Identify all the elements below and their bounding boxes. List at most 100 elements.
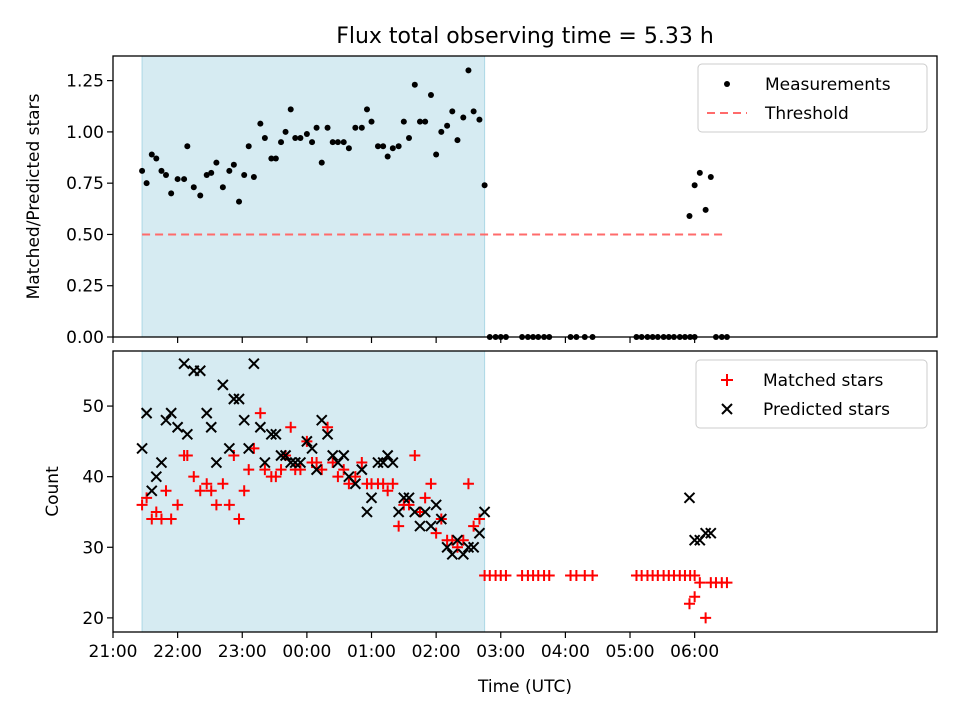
measurement-point <box>318 159 325 166</box>
predicted-star-points <box>136 358 717 561</box>
measurement-point <box>168 190 175 197</box>
predicted-star-point <box>316 414 328 426</box>
measurement-point <box>374 143 381 150</box>
y-tick-label: 1.25 <box>66 72 104 92</box>
y-tick-label: 40 <box>82 468 104 488</box>
matched-star-point <box>414 506 426 518</box>
y-tick-label: 1.00 <box>66 123 104 143</box>
predicted-star-point <box>194 365 206 377</box>
matched-star-point <box>382 485 394 497</box>
measurement-point <box>174 176 181 183</box>
count-y-axis-label: Count <box>43 466 63 517</box>
predicted-star-point <box>259 456 271 469</box>
matched-star-point <box>349 471 361 483</box>
predicted-star-point <box>356 463 368 476</box>
predicted-star-point <box>275 449 287 462</box>
matched-star-point <box>683 598 695 610</box>
predicted-star-point <box>372 456 384 469</box>
y-tick-label: 0.75 <box>66 174 104 194</box>
matched-star-point <box>500 570 512 582</box>
matched-star-point <box>181 449 193 461</box>
predicted-star-point <box>478 506 491 518</box>
measurement-point <box>261 135 268 142</box>
predicted-star-point <box>457 548 469 561</box>
predicted-star-point <box>279 449 292 462</box>
predicted-star-point <box>473 527 486 539</box>
matched-star-point <box>473 513 485 525</box>
measurement-point <box>368 118 375 125</box>
matched-star-point <box>446 534 458 546</box>
matched-star-point <box>275 464 287 476</box>
y-tick-label: 50 <box>82 397 104 417</box>
matched-star-point <box>343 478 355 490</box>
matched-star-point <box>238 485 250 497</box>
predicted-star-point <box>171 421 184 433</box>
matched-star-point <box>136 499 148 511</box>
measurement-point <box>148 151 155 158</box>
measurement-point <box>292 135 299 142</box>
measurement-point <box>213 159 220 166</box>
legend-measurements-label: Measurements <box>765 75 891 95</box>
matched-star-point <box>141 492 153 504</box>
predicted-star-point <box>398 492 410 504</box>
measurement-point <box>203 171 210 178</box>
measurement-point <box>444 122 451 129</box>
matched-star-point <box>248 442 260 454</box>
measurement-point <box>395 143 402 150</box>
predicted-star-point <box>441 541 453 553</box>
measurement-point <box>476 116 483 123</box>
measurement-point <box>416 118 423 125</box>
matched-star-point <box>201 478 213 490</box>
matched-star-point <box>322 421 334 433</box>
count-legend: Matched stars Predicted stars <box>695 359 928 429</box>
measurement-point <box>465 67 472 74</box>
legend-matched-marker <box>721 374 733 386</box>
measurement-point <box>438 128 445 135</box>
measurement-point <box>329 139 336 146</box>
y-tick-label: 0.50 <box>66 225 104 245</box>
x-tick-label: 06:00 <box>670 642 719 662</box>
matched-star-point <box>233 513 245 525</box>
predicted-star-point <box>387 456 399 469</box>
measurement-point <box>389 145 396 152</box>
matched-star-point <box>217 478 229 490</box>
measurement-point <box>309 139 316 146</box>
matched-star-point <box>468 520 480 532</box>
predicted-star-point <box>425 520 437 532</box>
predicted-star-point <box>181 428 194 441</box>
predicted-star-point <box>361 506 373 518</box>
measurement-point <box>287 106 294 113</box>
predicted-star-point <box>327 449 339 462</box>
matched-star-point <box>403 499 415 511</box>
measurement-point <box>313 124 320 131</box>
predicted-star-point <box>403 492 415 504</box>
measurement-point <box>250 174 257 181</box>
x-tick-label: 02:00 <box>412 642 461 662</box>
matched-star-point <box>259 464 271 476</box>
predicted-star-point <box>683 492 696 504</box>
measurement-point <box>352 124 359 131</box>
matched-star-point <box>462 478 474 490</box>
measurement-point <box>184 143 191 150</box>
predicted-star-point <box>414 520 426 532</box>
measurement-point <box>460 114 467 121</box>
matched-star-point <box>172 499 184 511</box>
matched-star-point <box>316 464 328 476</box>
measurement-point <box>153 155 160 162</box>
matched-star-point <box>393 520 405 532</box>
measurement-point <box>686 212 693 219</box>
matched-star-point <box>451 541 463 553</box>
matched-star-point <box>270 471 282 483</box>
measurement-point <box>230 161 237 168</box>
measurement-point <box>219 184 226 191</box>
matched-star-point <box>160 485 172 497</box>
predicted-star-point <box>140 407 153 419</box>
legend-box <box>697 63 928 133</box>
measurement-point <box>272 155 279 162</box>
matched-star-point <box>188 471 200 483</box>
ratio-y-ticks: 0.00 0.25 0.50 0.75 1.00 1.25 <box>66 72 113 348</box>
matched-star-point <box>327 457 339 469</box>
matched-star-point <box>311 457 323 469</box>
measurement-point <box>405 135 412 142</box>
chart-title: Flux total observing time = 5.33 h <box>336 24 714 49</box>
